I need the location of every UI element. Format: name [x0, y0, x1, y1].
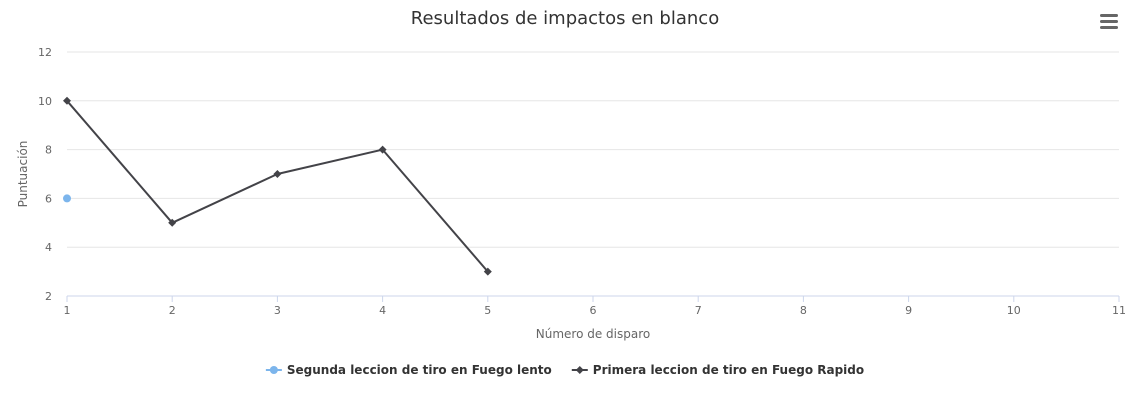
- data-point-diamond[interactable]: [63, 96, 71, 105]
- data-point-diamond[interactable]: [168, 218, 177, 227]
- data-point-diamond[interactable]: [483, 267, 492, 276]
- data-point-diamond[interactable]: [273, 170, 282, 178]
- x-tick-label: 8: [800, 304, 807, 317]
- x-tick-label: 10: [1007, 304, 1021, 317]
- legend-item[interactable]: Segunda leccion de tiro en Fuego lento: [265, 363, 552, 377]
- legend-marker-circle: [269, 366, 278, 374]
- chart-title: Resultados de impactos en blanco: [411, 8, 719, 29]
- hamburger-menu-icon: [1100, 14, 1118, 29]
- x-tick-label: 4: [379, 304, 386, 317]
- x-tick-label: 1: [64, 304, 71, 317]
- legend-item[interactable]: Primera leccion de tiro en Fuego Rapido: [571, 363, 864, 377]
- legend-label: Primera leccion de tiro en Fuego Rapido: [593, 363, 864, 377]
- x-tick-label: 5: [484, 304, 491, 317]
- series-1: [63, 194, 71, 203]
- y-tick-label: 10: [38, 95, 52, 108]
- y-tick-label: 2: [45, 290, 52, 303]
- series-2: [63, 96, 492, 276]
- x-tick-label: 7: [695, 304, 702, 317]
- data-point-diamond[interactable]: [378, 145, 387, 154]
- data-point-circle[interactable]: [63, 194, 71, 203]
- y-axis-title: Puntuación: [16, 141, 30, 208]
- chart-menu-button[interactable]: [1096, 10, 1122, 34]
- legend: Segunda leccion de tiro en Fuego lento Pr…: [265, 363, 864, 377]
- x-tick-label: 3: [274, 304, 281, 317]
- x-tick-label: 2: [169, 304, 176, 317]
- y-tick-label: 4: [45, 241, 52, 254]
- y-tick-label: 8: [45, 144, 52, 157]
- legend-marker-diamond: [575, 366, 584, 374]
- y-tick-label: 6: [45, 192, 52, 205]
- legend-label: Segunda leccion de tiro en Fuego lento: [287, 363, 552, 377]
- x-tick-label: 11: [1112, 304, 1126, 317]
- x-tick-label: 6: [590, 304, 597, 317]
- x-tick-label: 9: [905, 304, 912, 317]
- series-line: [66, 100, 489, 273]
- y-tick-label: 12: [38, 46, 52, 59]
- grid-lines: [67, 51, 1119, 248]
- series-layer: [63, 96, 492, 276]
- x-axis-title: Número de disparo: [536, 327, 650, 341]
